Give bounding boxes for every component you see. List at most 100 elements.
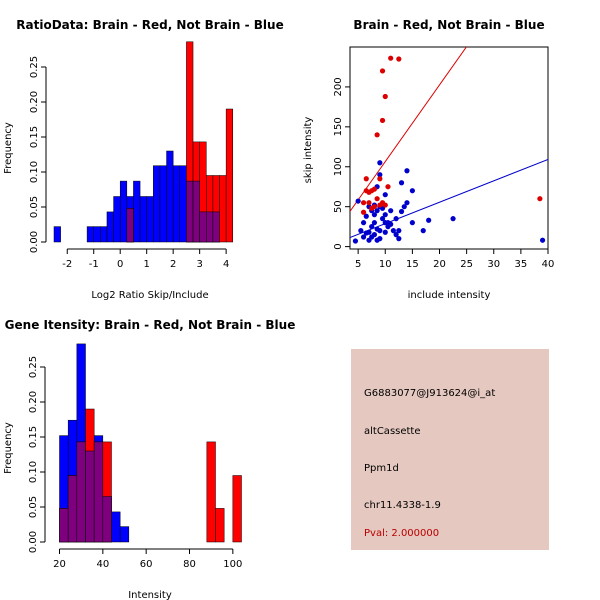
gene-red-bar — [232, 475, 242, 543]
gene-red-bar — [215, 508, 225, 543]
blue-point — [450, 216, 456, 222]
red-point — [385, 184, 391, 190]
blue-point — [369, 224, 375, 230]
scatter-x-tick-label: 25 — [460, 259, 473, 270]
blue-point — [377, 236, 383, 242]
scatter-y-tick-label: 150 — [333, 117, 344, 136]
ratio-y-tick-label: 0.20 — [29, 91, 40, 113]
ratio-overlap-bar — [192, 180, 200, 243]
red-point — [371, 204, 378, 210]
blue-point — [371, 212, 378, 218]
red-point — [366, 200, 372, 206]
ratio-x-tick-label: 0 — [117, 259, 123, 270]
blue-point — [404, 168, 410, 174]
ratio-x-tick-label: 4 — [223, 259, 229, 270]
info-panel: G6883077@J913624@i_at altCassette Ppm1d … — [351, 349, 549, 550]
gene-x-tick-label: 40 — [96, 559, 109, 570]
gene-x-tick-label: 80 — [183, 559, 196, 570]
blue-point — [363, 213, 369, 219]
ratio-blue-bar — [166, 150, 174, 243]
blue-point — [382, 192, 388, 198]
gene-overlap-bar — [102, 496, 112, 543]
gene-blue-bar — [111, 511, 121, 543]
red-point — [388, 55, 394, 61]
ratio-red-bar — [225, 108, 234, 243]
scatter-plot-title: Brain - Red, Not Brain - Blue — [353, 18, 544, 32]
scatter-x-tick-label: 40 — [542, 259, 555, 270]
scatter-x-tick-label: 10 — [379, 259, 392, 270]
blue-point — [382, 212, 388, 218]
gene-overlap-bar — [67, 475, 78, 543]
blue-point — [539, 237, 546, 243]
blue-point — [377, 228, 383, 234]
blue-point — [420, 228, 426, 234]
gene-histogram-xlabel: Intensity — [128, 590, 172, 600]
ratio-y-tick-label: 0.05 — [29, 196, 40, 218]
ratio-blue-bar — [179, 165, 187, 243]
ratio-overlap-bar — [199, 211, 207, 243]
red-point — [382, 202, 388, 208]
ratio-x-tick-label: -1 — [89, 259, 99, 270]
red-regression-line — [350, 47, 467, 212]
gene-histogram-ylabel: Frequency — [3, 422, 14, 474]
ratio-overlap-bar — [186, 180, 194, 243]
ratio-blue-bar — [119, 180, 128, 243]
gene-red-bar — [206, 441, 216, 543]
ratio-blue-bar — [146, 196, 154, 243]
red-point — [396, 56, 402, 62]
gene-y-tick-label: 0.05 — [28, 496, 39, 518]
ratio-blue-bar — [139, 196, 147, 243]
gene-x-tick-label: 100 — [223, 559, 242, 570]
blue-point — [382, 229, 388, 235]
blue-point — [390, 228, 396, 234]
gene-y-tick-label: 0.15 — [28, 426, 39, 448]
red-point — [377, 176, 383, 182]
blue-point — [352, 238, 359, 244]
ratio-x-tick-label: -2 — [62, 259, 72, 270]
gene-y-tick-label: 0.25 — [28, 356, 39, 378]
red-point — [382, 93, 388, 100]
ratio-blue-bar — [100, 226, 108, 243]
blue-point — [371, 220, 378, 226]
blue-point — [377, 172, 383, 178]
blue-point — [355, 198, 361, 204]
scatter-x-tick-label: 35 — [515, 259, 528, 270]
gene-overlap-bar — [76, 441, 86, 543]
blue-point — [374, 208, 380, 214]
ratio-overlap-bar — [206, 211, 214, 243]
ratio-blue-bar — [93, 226, 101, 243]
ratio-blue-bar — [106, 211, 114, 243]
event-type-text: altCassette — [364, 426, 421, 437]
ratio-blue-bar — [159, 165, 167, 243]
ratio-histogram-xlabel: Log2 Ratio Skip/Include — [91, 290, 208, 301]
ratio-y-tick-label: 0.00 — [29, 231, 40, 253]
gene-x-tick-label: 20 — [53, 559, 66, 570]
ratio-y-tick-label: 0.10 — [29, 161, 40, 183]
gene-overlap-bar — [93, 441, 104, 543]
red-point — [371, 186, 378, 192]
blue-point — [401, 204, 407, 210]
scatter-x-tick-label: 15 — [406, 259, 419, 270]
blue-point — [396, 236, 402, 242]
ratio-overlap-bar — [126, 208, 134, 243]
scatter-x-tick-label: 20 — [433, 259, 446, 270]
gene-blue-bar — [119, 526, 130, 543]
gene-histogram-title: Gene Itensity: Brain - Red, Not Brain - … — [5, 318, 296, 332]
blue-point — [377, 160, 383, 166]
gene-y-tick-label: 0.20 — [28, 391, 39, 413]
probe-id-text: G6883077@J913624@i_at — [364, 388, 495, 399]
gene-x-tick-label: 60 — [140, 559, 153, 570]
blue-point — [398, 180, 405, 186]
ratio-blue-bar — [113, 196, 121, 243]
scatter-plot: Brain - Red, Not Brain - Blue include in… — [303, 18, 555, 301]
gene-histogram: Gene Itensity: Brain - Red, Not Brain - … — [3, 318, 295, 600]
blue-point — [360, 220, 367, 226]
blue-point — [426, 217, 432, 223]
blue-point — [379, 216, 386, 222]
blue-point — [396, 228, 402, 234]
ratio-x-tick-label: 2 — [170, 259, 176, 270]
blue-regression-line — [350, 158, 548, 238]
ratio-blue-bar — [133, 180, 141, 243]
ratio-x-tick-label: 1 — [144, 259, 150, 270]
